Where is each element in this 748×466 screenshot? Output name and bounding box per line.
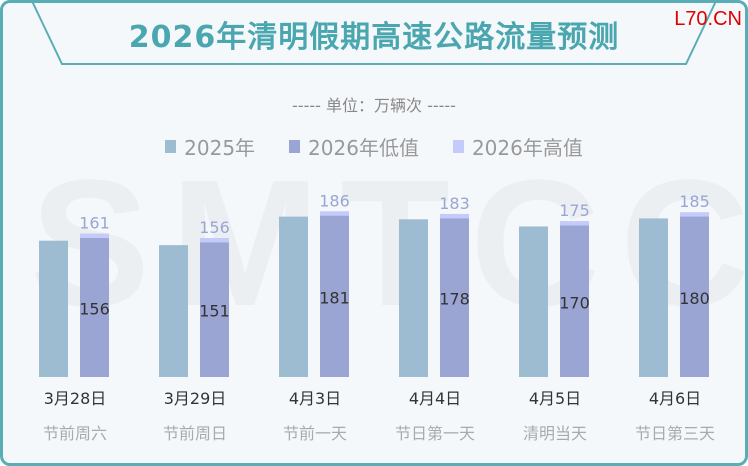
brand-logo: L70.CN (674, 8, 742, 30)
x-sub-label: 清明当天 (523, 424, 587, 443)
legend-item-2025: 2025年 (165, 132, 255, 161)
unit-label: ----- 单位：万辆次 ----- (292, 96, 456, 115)
data-label-low: 181 (319, 288, 350, 307)
data-label-high: 175 (559, 201, 590, 220)
x-tick-label: 4月4日 (409, 389, 461, 408)
bar-2025 (399, 219, 428, 377)
data-label-low: 170 (559, 293, 590, 312)
data-label-low: 178 (439, 290, 470, 309)
bar-2025 (519, 226, 548, 377)
bar-2026-low (440, 218, 469, 377)
x-tick-label: 3月28日 (44, 389, 107, 408)
data-label-low: 156 (79, 300, 110, 319)
legend-swatch (452, 140, 464, 153)
x-sub-label: 节前周日 (163, 424, 227, 443)
bar-2026-low (80, 238, 109, 377)
x-tick-label: 4月5日 (529, 389, 581, 408)
legend-label: 2026年低值 (308, 136, 419, 160)
legend-item-2026-low: 2026年低值 (289, 132, 419, 161)
legend-item-2026-high: 2026年高值 (452, 132, 583, 161)
x-sub-label: 节前一天 (283, 424, 347, 443)
x-tick-label: 4月3日 (289, 389, 341, 408)
legend-label: 2025年 (184, 136, 256, 160)
data-label-low: 151 (199, 302, 230, 321)
data-label-high: 161 (79, 214, 110, 233)
data-label-high: 183 (439, 194, 470, 213)
legend-swatch (165, 140, 177, 153)
bar-2026-low (200, 242, 229, 377)
bar-2025 (159, 245, 188, 377)
bar-2025 (279, 216, 308, 377)
x-tick-label: 4月6日 (649, 389, 701, 408)
x-sub-label: 节前周六 (43, 424, 107, 443)
data-label-high: 186 (319, 191, 350, 210)
x-sub-label: 节日第一天 (395, 424, 475, 443)
legend-label: 2026年高值 (471, 136, 583, 160)
bar-2025 (39, 240, 68, 377)
bar-2026-low (680, 216, 709, 377)
data-label-low: 180 (679, 289, 710, 308)
bar-2026-low (560, 225, 589, 377)
data-label-high: 185 (679, 192, 710, 211)
data-label-high: 156 (199, 218, 230, 237)
bar-2026-low (320, 215, 349, 377)
chart-title: 2026年清明假期高速公路流量预测 (128, 20, 620, 55)
title-banner (31, 0, 717, 65)
legend: 2025年 2026年低值 2026年高值 (0, 132, 748, 161)
x-sub-label: 节日第三天 (635, 424, 715, 443)
legend-swatch (289, 140, 301, 153)
bar-2025 (639, 218, 668, 377)
x-tick-label: 3月29日 (164, 389, 227, 408)
